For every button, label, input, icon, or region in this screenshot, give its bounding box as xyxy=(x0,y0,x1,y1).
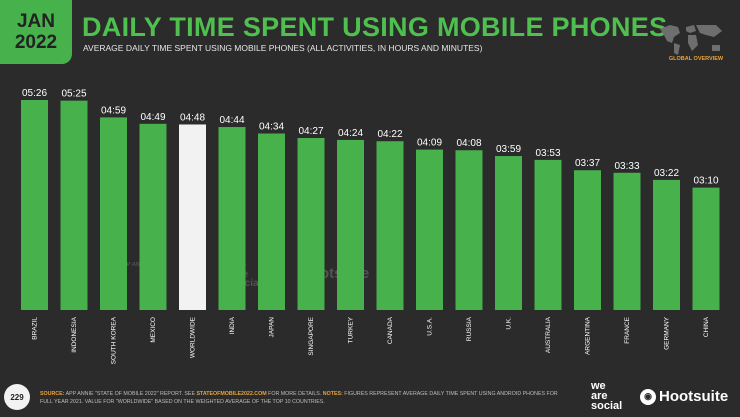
bar-value-label: 04:08 xyxy=(456,138,481,149)
bar-india xyxy=(218,127,246,311)
bar-turkey xyxy=(337,139,364,310)
bar-japan xyxy=(258,133,285,310)
category-label: U.K. xyxy=(506,317,513,330)
category-label: TURKEY xyxy=(348,316,355,343)
bar-value-label: 04:44 xyxy=(219,115,244,126)
bar-russia xyxy=(455,150,483,310)
watermark-social: social xyxy=(233,278,262,289)
bar-value-label: 03:37 xyxy=(575,158,600,169)
category-label: CANADA xyxy=(387,316,394,344)
bar-value-label: 03:10 xyxy=(693,176,718,187)
bar-value-label: 04:34 xyxy=(259,121,284,132)
category-label: CHINA xyxy=(703,316,710,337)
badge-month: JAN xyxy=(16,11,55,32)
owl-icon: ◉ xyxy=(640,388,656,405)
bar-value-label: 04:59 xyxy=(101,105,126,116)
bar-value-label: 04:09 xyxy=(417,138,442,149)
bar-u-s-a- xyxy=(416,149,443,310)
page-title: DAILY TIME SPENT USING MOBILE PHONES xyxy=(82,12,668,42)
category-label: SOUTH KOREA xyxy=(111,316,118,364)
page-subtitle: AVERAGE DAILY TIME SPENT USING MOBILE PH… xyxy=(83,43,483,53)
bar-worldwide xyxy=(179,124,206,310)
category-label: MEXICO xyxy=(150,317,157,343)
category-label: GERMANY xyxy=(664,316,671,350)
global-overview-label: GLOBAL OVERVIEW xyxy=(668,56,724,62)
bar-value-label: 04:27 xyxy=(298,126,323,137)
badge-year: 2022 xyxy=(14,32,58,53)
appannie-watermark-label: APP ANNIE xyxy=(118,262,151,268)
category-label: FRANCE xyxy=(624,316,631,343)
bar-value-label: 05:25 xyxy=(61,89,86,100)
brand-hootsuite: Hootsuite xyxy=(659,388,729,405)
bar-value-label: 03:22 xyxy=(654,168,679,179)
category-label: INDIA xyxy=(229,316,236,334)
date-badge: JAN 2022 xyxy=(0,0,72,64)
bar-france xyxy=(613,172,641,310)
category-label: INDONESIA xyxy=(71,316,78,352)
bar-value-label: 04:49 xyxy=(140,112,165,123)
category-label: WORLDWIDE xyxy=(190,316,197,358)
notes-label: NOTES: xyxy=(322,391,343,397)
brand-we: we xyxy=(591,380,606,392)
bar-china xyxy=(692,187,720,310)
source-link[interactable]: STATEOFMOBILE2022.COM xyxy=(196,391,267,397)
category-label: BRAZIL xyxy=(32,317,39,340)
bar-value-label: 05:26 xyxy=(22,88,47,99)
bar-indonesia xyxy=(60,100,88,311)
source-text: APP ANNIE "STATE OF MOBILE 2022" REPORT.… xyxy=(65,391,195,397)
brand-social: social xyxy=(591,400,623,412)
category-label: JAPAN xyxy=(269,317,276,338)
bar-value-label: 03:53 xyxy=(535,148,560,159)
bar-argentina xyxy=(574,170,601,310)
bar-south-korea xyxy=(100,117,127,310)
bar-u-k- xyxy=(495,156,522,310)
page-number: 229 xyxy=(4,384,30,410)
category-label: U.S.A. xyxy=(427,317,434,336)
bar-canada xyxy=(376,141,404,310)
category-label: SINGAPORE xyxy=(308,316,315,355)
we-are-social-logo: we are social xyxy=(591,380,635,412)
bar-value-label: 03:59 xyxy=(496,144,521,155)
brand-are: are xyxy=(591,390,608,402)
category-label: AUSTRALIA xyxy=(545,316,552,353)
bar-value-label: 04:24 xyxy=(338,128,363,139)
bar-australia xyxy=(534,159,562,310)
bar-germany xyxy=(653,179,680,310)
world-map-icon xyxy=(660,25,722,55)
source-tail: FOR MORE DETAILS. xyxy=(268,391,322,397)
bar-singapore xyxy=(297,138,325,310)
notes-text: FIGURES REPRESENT AVERAGE DAILY TIME SPE… xyxy=(40,391,558,405)
bar-mexico xyxy=(139,123,167,311)
bar-value-label: 04:48 xyxy=(180,112,205,123)
category-label: RUSSIA xyxy=(466,316,473,341)
bar-value-label: 04:22 xyxy=(377,129,402,140)
hootsuite-logo: ◉ Hootsuite xyxy=(640,388,728,405)
appannie-watermark: APP ANNIE xyxy=(118,262,150,268)
bar-value-label: 03:33 xyxy=(614,161,639,172)
category-label: ARGENTINA xyxy=(585,316,592,355)
source-label: SOURCE: xyxy=(40,391,65,397)
bar-brazil xyxy=(21,100,48,310)
footer-source-notes: SOURCE: APP ANNIE "STATE OF MOBILE 2022"… xyxy=(40,390,570,406)
